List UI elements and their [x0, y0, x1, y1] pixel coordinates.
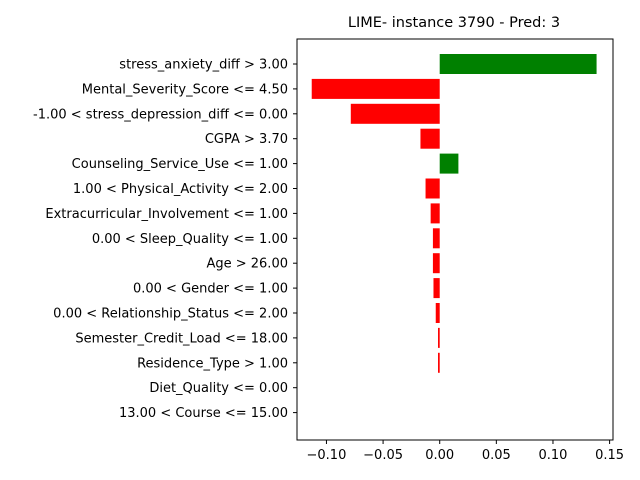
bar — [420, 128, 440, 149]
y-tick-label: Extracurricular_Involvement <= 1.00 — [45, 207, 288, 222]
y-tick-label: 1.00 < Physical_Activity <= 2.00 — [73, 182, 288, 197]
plot-frame — [296, 38, 614, 441]
y-tick-label: Age > 26.00 — [206, 257, 288, 272]
x-tick-label: 0.00 — [425, 448, 454, 463]
x-tick-label: −0.10 — [307, 448, 347, 463]
y-tick-label: Diet_Quality <= 0.00 — [149, 381, 288, 396]
y-tick-label: Semester_Credit_Load <= 18.00 — [75, 331, 288, 346]
bar — [435, 303, 440, 323]
y-tick-label: 0.00 < Gender <= 1.00 — [133, 282, 288, 297]
bar — [439, 54, 597, 74]
bar — [425, 178, 440, 199]
bars-group — [311, 54, 597, 373]
x-tick-label: 0.10 — [538, 448, 567, 463]
x-tick-label: −0.05 — [363, 448, 403, 463]
x-axis: −0.10 −0.05 0.00 0.05 0.10 0.15 — [307, 440, 624, 463]
y-tick-label: stress_anxiety_diff > 3.00 — [119, 58, 288, 73]
bar — [350, 103, 440, 124]
bar — [430, 203, 440, 224]
x-tick-label: 0.05 — [482, 448, 511, 463]
y-tick-labels: stress_anxiety_diff > 3.00 Mental_Severit… — [33, 58, 297, 421]
bar — [432, 228, 440, 249]
y-tick-label: 0.00 < Relationship_Status <= 2.00 — [53, 307, 288, 322]
bar — [433, 278, 440, 299]
y-tick-label: 13.00 < Course <= 15.00 — [119, 406, 288, 421]
x-tick-label: 0.15 — [595, 448, 624, 463]
y-tick-label: -1.00 < stress_depression_diff <= 0.00 — [33, 107, 288, 122]
bar — [438, 327, 440, 348]
bar — [439, 153, 459, 174]
y-tick-label: CGPA > 3.70 — [205, 132, 288, 147]
y-tick-label: Residence_Type > 1.00 — [137, 356, 288, 371]
bar — [432, 253, 440, 274]
y-tick-label: 0.00 < Sleep_Quality <= 1.00 — [92, 232, 288, 247]
y-tick-label: Mental_Severity_Score <= 4.50 — [82, 82, 288, 97]
chart-title: LIME- instance 3790 - Pred: 3 — [348, 15, 560, 31]
bar — [438, 352, 440, 373]
y-tick-label: Counseling_Service_Use <= 1.00 — [72, 157, 288, 172]
bar — [311, 78, 440, 99]
